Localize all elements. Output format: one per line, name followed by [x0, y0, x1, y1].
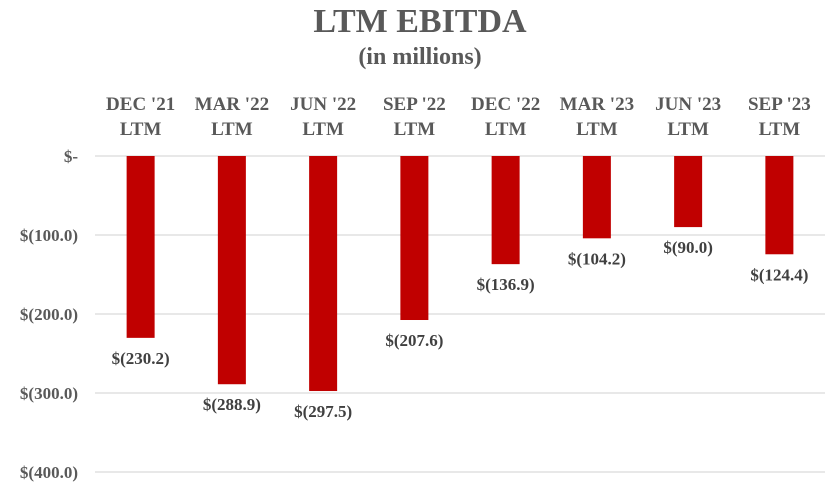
- category-label: LTM: [211, 119, 253, 140]
- bar: [674, 156, 703, 228]
- bar: [126, 156, 155, 338]
- category-label: DEC '22: [471, 94, 540, 115]
- chart-subtitle: (in millions): [358, 44, 481, 70]
- bars: [126, 156, 794, 392]
- category-label: LTM: [394, 119, 436, 140]
- category-label: JUN '22: [290, 94, 356, 115]
- category-label: LTM: [759, 119, 801, 140]
- y-tick-label: $(300.0): [20, 384, 78, 403]
- category-label: MAR '23: [560, 94, 634, 115]
- category-label: DEC '21: [106, 94, 175, 115]
- data-label: $(230.2): [112, 349, 170, 368]
- bar: [582, 156, 611, 239]
- data-labels: $(230.2) $(288.9) $(297.5) $(207.6) $(136.9)…: [112, 238, 809, 421]
- category-label: LTM: [667, 119, 709, 140]
- gridlines: [95, 155, 825, 473]
- data-label: $(104.2): [568, 249, 626, 268]
- category-label: MAR '22: [195, 94, 269, 115]
- chart-title: LTM EBITDA: [313, 3, 527, 40]
- bar: [217, 156, 246, 385]
- bar: [765, 156, 794, 255]
- category-label: LTM: [576, 119, 618, 140]
- bar: [491, 156, 520, 265]
- bar: [400, 156, 429, 321]
- data-label: $(136.9): [477, 275, 535, 294]
- data-label: $(90.0): [663, 238, 713, 257]
- category-label: JUN '23: [655, 94, 721, 115]
- data-label: $(207.6): [385, 331, 443, 350]
- data-label: $(297.5): [294, 402, 352, 421]
- y-axis-ticks: $- $(100.0) $(200.0) $(300.0) $(400.0): [20, 147, 78, 482]
- category-label: LTM: [302, 119, 344, 140]
- y-tick-label: $(200.0): [20, 305, 78, 324]
- category-label: SEP '23: [748, 94, 811, 115]
- y-tick-label: $(100.0): [20, 226, 78, 245]
- category-labels: DEC '21 LTM MAR '22 LTM JUN '22 LTM SEP '22 LTM…: [106, 94, 811, 140]
- y-tick-label: $-: [64, 147, 79, 166]
- category-label: LTM: [485, 119, 527, 140]
- data-label: $(124.4): [750, 265, 808, 284]
- data-label: $(288.9): [203, 395, 261, 414]
- y-tick-label: $(400.0): [20, 463, 78, 482]
- bar: [309, 156, 338, 392]
- category-label: SEP '22: [383, 94, 446, 115]
- category-label: LTM: [120, 119, 162, 140]
